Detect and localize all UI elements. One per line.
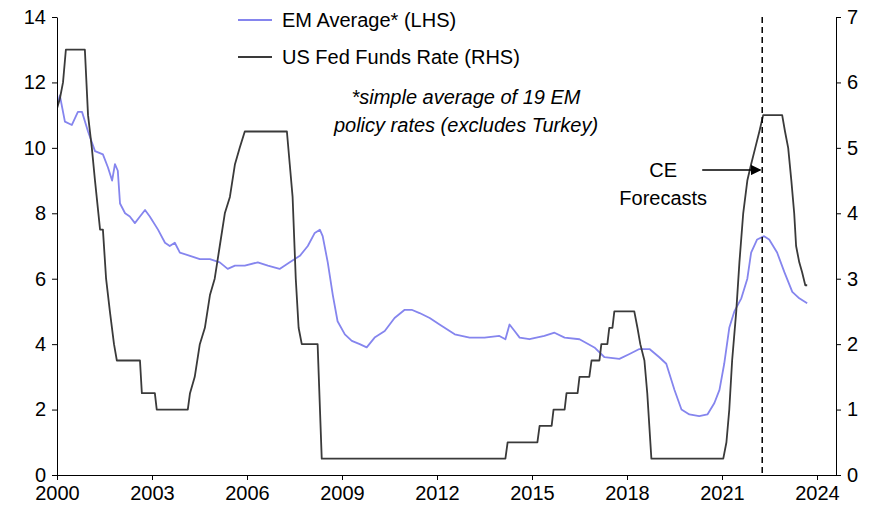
tick: 5	[836, 137, 858, 159]
axis: 0 2 4 6 8 10 12 14	[24, 6, 58, 486]
annotation-text: Forecasts	[619, 187, 707, 209]
series-line	[57, 96, 807, 417]
tick-mark	[52, 475, 57, 476]
annotation-text: CE	[649, 159, 677, 181]
tick-label: 8	[35, 202, 46, 224]
tick: 2	[836, 333, 858, 355]
tick-label: 0	[35, 464, 46, 486]
tick: 6	[35, 268, 57, 290]
tick-label: 2012	[415, 482, 460, 504]
note: *simple average of 19 EM policy rates (ex…	[333, 86, 598, 136]
tick-label: 2015	[510, 482, 555, 504]
tick-label: 14	[24, 6, 46, 28]
series-line	[57, 50, 807, 459]
tick-mark	[836, 344, 841, 345]
tick: 4	[35, 333, 57, 355]
tick-mark	[836, 17, 841, 18]
tick: 0	[35, 464, 57, 486]
axis: 200020032006200920122015201820212024	[35, 475, 840, 504]
annotation-arrow	[702, 169, 760, 171]
tick-label: 3	[847, 268, 858, 290]
tick: 2	[35, 398, 57, 420]
tick: 6	[836, 71, 858, 93]
tick-mark	[52, 82, 57, 83]
legend-label: EM Average* (LHS)	[282, 9, 456, 31]
tick-mark	[836, 410, 841, 411]
tick: 12	[24, 71, 57, 93]
tick-mark	[532, 475, 533, 480]
tick: 1	[836, 398, 858, 420]
tick: 2006	[225, 475, 270, 504]
plot-area	[57, 17, 807, 475]
tick-mark	[836, 279, 841, 280]
axis: 0 1 2 3 4 5 6 7	[836, 6, 858, 486]
legend-swatch	[238, 56, 272, 58]
tick-label: 4	[35, 333, 46, 355]
tick: 14	[24, 6, 57, 28]
tick-label: 4	[847, 202, 858, 224]
tick-mark	[722, 475, 723, 480]
axis-line	[836, 18, 837, 476]
forecast-divider	[761, 17, 763, 475]
tick: 0	[836, 464, 858, 486]
tick-label: 2	[847, 333, 858, 355]
tick: 2009	[320, 475, 365, 504]
legend-label: US Fed Funds Rate (RHS)	[282, 46, 520, 68]
tick: 3	[836, 268, 858, 290]
annotation: CE Forecasts	[619, 159, 760, 209]
tick-mark	[836, 148, 841, 149]
tick: 4	[836, 202, 858, 224]
tick: 2003	[130, 475, 175, 504]
tick-label: 2021	[700, 482, 745, 504]
tick-label: 1	[847, 398, 858, 420]
tick-label: 2006	[225, 482, 270, 504]
tick: 8	[35, 202, 57, 224]
tick-label: 10	[24, 137, 46, 159]
tick-mark	[52, 148, 57, 149]
tick-label: 0	[847, 464, 858, 486]
tick-mark	[817, 475, 818, 480]
tick: 10	[24, 137, 57, 159]
tick-label: 2009	[320, 482, 365, 504]
axis-line	[58, 475, 837, 476]
tick-mark	[627, 475, 628, 480]
tick-mark	[342, 475, 343, 480]
tick-mark	[57, 475, 58, 480]
tick-label: 6	[847, 71, 858, 93]
tick: 2018	[605, 475, 650, 504]
note-text: policy rates (excludes Turkey)	[333, 114, 598, 136]
tick-label: 2003	[130, 482, 175, 504]
tick-mark	[836, 213, 841, 214]
tick-mark	[437, 475, 438, 480]
note-text: *simple average of 19 EM	[351, 86, 580, 108]
chart-container: 2000200320062009201220152018202120240246…	[0, 0, 880, 517]
tick-mark	[836, 82, 841, 83]
tick-label: 2	[35, 398, 46, 420]
tick: 2021	[700, 475, 745, 504]
tick-mark	[152, 475, 153, 480]
tick-mark	[52, 17, 57, 18]
chart-svg: 2000200320062009201220152018202120240246…	[0, 0, 880, 517]
tick-label: 12	[24, 71, 46, 93]
tick: 2012	[415, 475, 460, 504]
tick-mark	[52, 344, 57, 345]
tick: 2015	[510, 475, 555, 504]
tick-mark	[247, 475, 248, 480]
tick: 7	[836, 6, 858, 28]
legend-swatch	[238, 19, 272, 21]
tick-mark	[52, 213, 57, 214]
tick-mark	[52, 410, 57, 411]
tick-label: 5	[847, 137, 858, 159]
tick-mark	[836, 475, 841, 476]
tick-mark	[52, 279, 57, 280]
tick-label: 7	[847, 6, 858, 28]
tick-label: 6	[35, 268, 46, 290]
axis-line	[57, 18, 58, 476]
tick: 2024	[795, 475, 840, 504]
tick-label: 2018	[605, 482, 650, 504]
tick-label: 2024	[795, 482, 840, 504]
legend: EM Average* (LHS) US Fed Funds Rate (RHS)	[238, 9, 520, 68]
